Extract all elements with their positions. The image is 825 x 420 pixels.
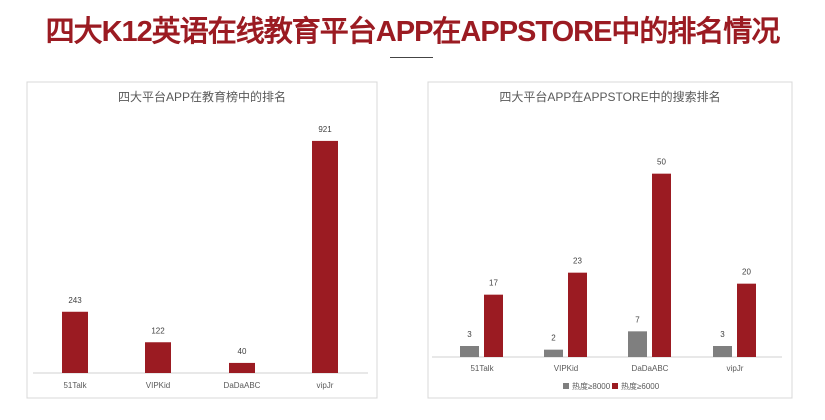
data-label: 40: [238, 347, 247, 356]
x-tick-label: VIPKid: [146, 381, 170, 390]
data-label: 20: [742, 268, 751, 277]
chart-title: 四大平台APP在教育榜中的排名: [118, 89, 286, 104]
data-label: 921: [318, 125, 332, 134]
bar-VIPKid: [145, 342, 171, 373]
bar-VIPKid-series-1: [568, 272, 587, 357]
bar-DaDaABC-series-1: [652, 173, 671, 357]
page-title: 四大K12英语在线教育平台APP在APPSTORE中的排名情况: [45, 16, 781, 48]
data-label: 3: [467, 330, 472, 339]
bar-vipJr-series-0: [713, 346, 732, 357]
bar-51Talk: [62, 311, 88, 373]
bar-vipJr: [312, 140, 338, 373]
x-tick-label: vipJr: [317, 381, 334, 390]
x-tick-label: vipJr: [727, 364, 744, 373]
bar-51Talk-series-0: [460, 346, 479, 357]
x-tick-label: 51Talk: [63, 381, 87, 390]
bar-VIPKid-series-0: [544, 349, 563, 357]
data-label: 7: [635, 315, 640, 324]
x-tick-label: DaDaABC: [224, 381, 261, 390]
bar-DaDaABC: [229, 362, 255, 373]
data-label: 23: [573, 257, 582, 266]
data-label: 3: [720, 330, 725, 339]
data-label: 122: [151, 326, 165, 335]
x-tick-label: 51Talk: [470, 364, 494, 373]
title-divider: [390, 57, 433, 58]
legend-label: 热度≥6000: [621, 381, 660, 391]
data-label: 50: [657, 158, 666, 167]
x-tick-label: VIPKid: [554, 364, 578, 373]
x-tick-label: DaDaABC: [632, 364, 669, 373]
data-label: 243: [68, 296, 82, 305]
legend-label: 热度≥8000: [572, 381, 611, 391]
data-label: 2: [551, 334, 556, 343]
data-label: 17: [489, 279, 498, 288]
bar-51Talk-series-1: [484, 294, 503, 357]
legend-swatch: [612, 383, 618, 389]
legend-swatch: [563, 383, 569, 389]
chart-title: 四大平台APP在APPSTORE中的搜索排名: [499, 89, 720, 104]
bar-DaDaABC-series-0: [628, 331, 647, 357]
bar-vipJr-series-1: [737, 283, 756, 357]
